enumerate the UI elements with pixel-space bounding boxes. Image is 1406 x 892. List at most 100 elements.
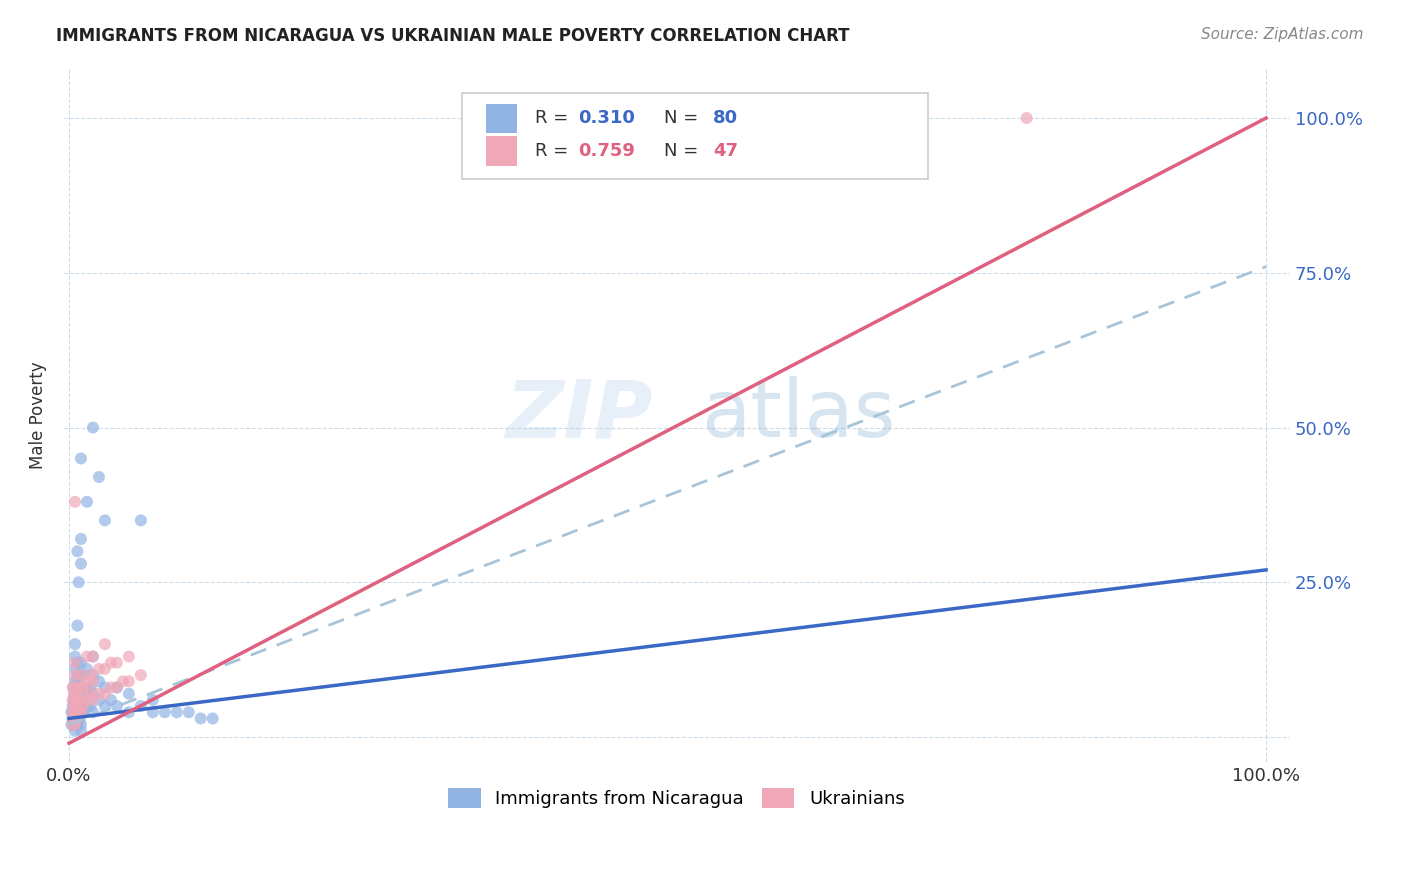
Bar xyxy=(486,136,517,166)
Point xyxy=(66,693,89,707)
Point xyxy=(63,662,86,676)
Point xyxy=(100,656,122,670)
Point xyxy=(63,681,86,695)
Point xyxy=(70,723,93,738)
Text: N =: N = xyxy=(664,110,704,128)
Point xyxy=(76,662,98,676)
Point xyxy=(63,693,86,707)
Point xyxy=(87,470,110,484)
Point xyxy=(118,705,141,719)
Y-axis label: Male Poverty: Male Poverty xyxy=(30,361,46,469)
Point xyxy=(190,711,212,725)
Point xyxy=(63,495,86,509)
Point xyxy=(118,649,141,664)
Point xyxy=(72,705,94,719)
Point xyxy=(62,693,84,707)
Point xyxy=(142,705,165,719)
Point xyxy=(62,717,84,731)
Point xyxy=(72,668,94,682)
Point xyxy=(63,656,86,670)
Point xyxy=(82,420,104,434)
Point xyxy=(94,687,117,701)
Point xyxy=(79,681,101,695)
Point xyxy=(100,693,122,707)
Point xyxy=(66,668,89,682)
Point xyxy=(69,711,91,725)
Point xyxy=(70,451,93,466)
Point xyxy=(62,705,84,719)
Point xyxy=(67,693,90,707)
Point xyxy=(201,711,224,725)
Point xyxy=(66,711,89,725)
Point xyxy=(63,699,86,714)
Point xyxy=(66,699,89,714)
Point xyxy=(79,687,101,701)
Text: 80: 80 xyxy=(713,110,738,128)
Point xyxy=(100,681,122,695)
Point xyxy=(62,687,84,701)
Point xyxy=(62,699,84,714)
Point xyxy=(129,668,152,682)
Point xyxy=(63,717,86,731)
Point xyxy=(66,687,89,701)
Point xyxy=(82,649,104,664)
Text: IMMIGRANTS FROM NICARAGUA VS UKRAINIAN MALE POVERTY CORRELATION CHART: IMMIGRANTS FROM NICARAGUA VS UKRAINIAN M… xyxy=(56,27,849,45)
Point xyxy=(70,668,93,682)
Point xyxy=(63,668,86,682)
Point xyxy=(153,705,176,719)
Point xyxy=(63,637,86,651)
Point xyxy=(76,649,98,664)
Point xyxy=(87,693,110,707)
Point xyxy=(65,693,87,707)
FancyBboxPatch shape xyxy=(461,93,928,179)
Point xyxy=(129,513,152,527)
Point xyxy=(79,699,101,714)
Point xyxy=(76,693,98,707)
Point xyxy=(105,681,128,695)
Point xyxy=(69,699,91,714)
Point xyxy=(1015,111,1038,125)
Bar xyxy=(486,103,517,133)
Text: R =: R = xyxy=(536,110,575,128)
Point xyxy=(62,717,84,731)
Point xyxy=(66,705,89,719)
Point xyxy=(87,687,110,701)
Point xyxy=(70,693,93,707)
Point xyxy=(94,513,117,527)
Point xyxy=(70,681,93,695)
Point xyxy=(63,674,86,689)
Point xyxy=(82,649,104,664)
Point xyxy=(67,711,90,725)
Point xyxy=(63,705,86,719)
Point xyxy=(70,693,93,707)
Point xyxy=(70,557,93,571)
Point xyxy=(63,687,86,701)
Text: 47: 47 xyxy=(713,142,738,160)
Legend: Immigrants from Nicaragua, Ukrainians: Immigrants from Nicaragua, Ukrainians xyxy=(441,780,912,815)
Point xyxy=(67,687,90,701)
Point xyxy=(65,705,87,719)
Point xyxy=(60,717,83,731)
Point xyxy=(67,674,90,689)
Point xyxy=(70,705,93,719)
Point xyxy=(76,699,98,714)
Point xyxy=(62,681,84,695)
Point xyxy=(66,717,89,731)
Text: R =: R = xyxy=(536,142,575,160)
Point xyxy=(65,717,87,731)
Text: Source: ZipAtlas.com: Source: ZipAtlas.com xyxy=(1201,27,1364,42)
Point xyxy=(82,687,104,701)
Point xyxy=(82,693,104,707)
Point xyxy=(87,662,110,676)
Point xyxy=(70,656,93,670)
Point xyxy=(118,687,141,701)
Point xyxy=(72,699,94,714)
Point xyxy=(67,575,90,590)
Text: 0.759: 0.759 xyxy=(578,142,636,160)
Text: N =: N = xyxy=(664,142,704,160)
Point xyxy=(166,705,188,719)
Point xyxy=(70,668,93,682)
Point xyxy=(60,705,83,719)
Point xyxy=(70,532,93,546)
Point xyxy=(63,723,86,738)
